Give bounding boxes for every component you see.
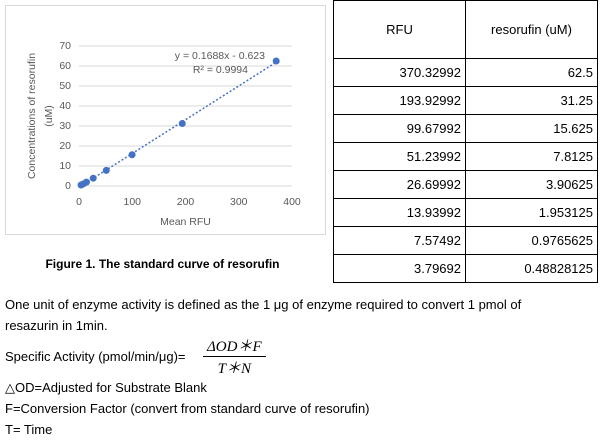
y-tick-label: 40 <box>59 100 71 112</box>
note: T= Time <box>5 422 53 437</box>
y-tick-label: 0 <box>65 180 71 192</box>
cell: 99.67992 <box>333 114 466 143</box>
row: 13.93992 1.953125 <box>333 198 598 227</box>
y-tick-label: 10 <box>59 160 71 172</box>
row: 193.92992 31.25 <box>333 86 598 115</box>
x-tick-label: 0 <box>76 196 82 208</box>
point <box>128 151 136 159</box>
cell: 193.92992 <box>333 86 466 115</box>
x-tick-label: 200 <box>177 196 195 208</box>
fraction: ΔOD＊F T＊N <box>203 335 266 378</box>
cell: 7.8125 <box>465 142 598 171</box>
cell: 3.90625 <box>465 170 598 199</box>
x-axis-label: Mean RFU <box>160 216 211 228</box>
cell: 31.25 <box>465 86 598 115</box>
cell: 26.69992 <box>333 170 466 199</box>
y-tick-label: 60 <box>59 60 71 72</box>
row: 26.69992 3.90625 <box>333 170 598 199</box>
y-tick-label: 50 <box>59 80 71 92</box>
caption: Figure 1. The standard curve of resorufi… <box>45 257 280 271</box>
denominator: T＊N <box>217 361 251 377</box>
cell: 51.23992 <box>333 142 466 171</box>
cell: 3.79692 <box>333 254 466 283</box>
x-tick-label: 100 <box>123 196 141 208</box>
cell: 0.48828125 <box>465 254 598 283</box>
definition: resazurin in 1min. <box>5 318 108 333</box>
row: 51.23992 7.8125 <box>333 142 598 171</box>
data-table: RFU resorufin (uM) 370.32992 62.5 193.92992 3… <box>333 0 598 283</box>
point <box>102 166 110 174</box>
point <box>77 181 85 189</box>
cell: 0.9765625 <box>465 226 598 255</box>
header-cell: resorufin (uM) <box>465 0 598 59</box>
cell: 62.5 <box>465 58 598 87</box>
trendline <box>80 61 277 187</box>
y-axis-label: (uM) <box>43 105 55 127</box>
numerator: ΔOD＊F <box>203 335 266 357</box>
trendline-r2: R² = 0.9994 <box>193 64 248 76</box>
point <box>272 57 280 65</box>
cell: 370.32992 <box>333 58 466 87</box>
row: 370.32992 62.5 <box>333 58 598 87</box>
y-tick-label: 20 <box>59 140 71 152</box>
header-cell: RFU <box>333 0 466 59</box>
cell: 7.57492 <box>333 226 466 255</box>
row: 3.79692 0.48828125 <box>333 254 598 283</box>
point <box>178 120 186 127</box>
note: F=Conversion Factor (convert from standa… <box>5 401 370 416</box>
cell: 15.625 <box>465 114 598 143</box>
chart: 0 10 20 30 40 50 60 70 0 100 200 300 400 Mean RFU Conc… <box>5 5 326 235</box>
row: 99.67992 15.625 <box>333 114 598 143</box>
cell: 1.953125 <box>465 198 598 227</box>
chart-border <box>5 5 326 235</box>
row: 7.57492 0.9765625 <box>333 226 598 255</box>
note: △OD=Adjusted for Substrate Blank <box>5 380 207 395</box>
point <box>89 174 97 182</box>
x-tick-label: 400 <box>283 196 301 208</box>
y-axis-label: Concentrations of resorufin <box>26 53 38 179</box>
trendline-equation: y = 0.1688x - 0.623 <box>175 50 265 62</box>
y-tick-label: 30 <box>59 120 71 132</box>
x-tick-label: 300 <box>230 196 248 208</box>
y-tick-label: 70 <box>59 40 71 52</box>
definition: One unit of enzyme activity is defined a… <box>5 297 522 312</box>
header-row: RFU resorufin (uM) <box>333 0 598 59</box>
cell: 13.93992 <box>333 198 466 227</box>
formula-label: Specific Activity (pmol/min/μg)= <box>5 349 186 364</box>
